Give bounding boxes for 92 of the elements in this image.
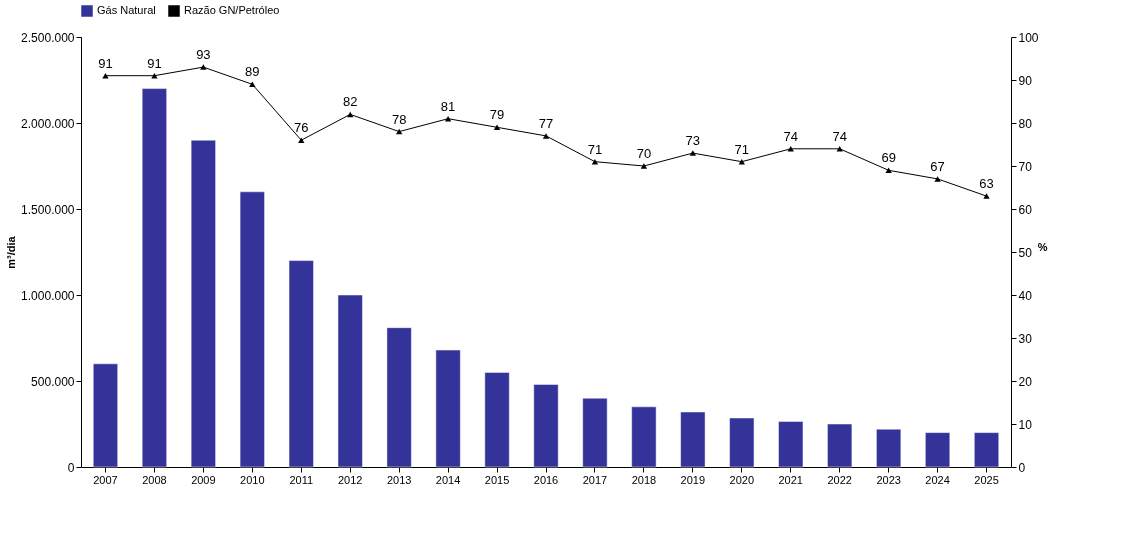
x-tick-label: 2009	[191, 473, 216, 486]
bar	[337, 294, 363, 468]
x-tick-label: 2014	[435, 473, 461, 486]
x-tick-label: 2025	[974, 473, 999, 486]
x-tick-label: 2019	[680, 473, 706, 486]
data-label: 78	[391, 111, 407, 127]
data-label: 67	[930, 158, 945, 174]
y-tick-label: 2.500.000	[21, 30, 75, 45]
bar	[435, 349, 461, 468]
bar	[680, 411, 706, 468]
x-tick-label: 2013	[386, 473, 412, 486]
bar	[974, 432, 1000, 468]
y-tick-label: 2.000.000	[21, 116, 75, 131]
x-tick-label: 2016	[533, 473, 559, 486]
bar	[778, 421, 804, 468]
point	[542, 133, 550, 139]
x-tick-label: 2015	[484, 473, 510, 486]
x-tick-label: 2011	[289, 473, 314, 486]
bar	[190, 139, 216, 468]
point	[249, 81, 256, 88]
x-tick-label: 2017	[582, 473, 608, 486]
y2-tick-label: 40	[1018, 288, 1033, 303]
y-tick-label: 1.000.000	[21, 288, 75, 303]
point	[787, 146, 794, 152]
legend-label: Razão GN/Petróleo	[184, 4, 280, 16]
data-label: 93	[196, 47, 211, 63]
x-tick-label: 2012	[337, 473, 363, 486]
point	[396, 128, 403, 135]
bar	[288, 260, 314, 468]
bar	[533, 384, 559, 468]
point	[347, 111, 354, 118]
data-label: 74	[783, 128, 798, 144]
point	[493, 124, 501, 131]
y-tick-label: 500.000	[31, 374, 75, 389]
x-tick-label: 2010	[240, 473, 265, 486]
x-tick-label: 2024	[925, 473, 950, 486]
data-label: 71	[734, 141, 750, 157]
y2-tick-label: 10	[1018, 417, 1033, 432]
x-tick-label: 2021	[778, 473, 803, 486]
x-tick-label: 2018	[631, 473, 657, 486]
bar	[92, 363, 118, 468]
data-label: 74	[832, 128, 847, 144]
y2-tick-label: 70	[1018, 159, 1033, 174]
data-label: 63	[979, 176, 994, 192]
y2-tick-label: 60	[1018, 202, 1033, 217]
data-label: 70	[636, 146, 652, 161]
point	[689, 150, 696, 156]
x-tick-label: 2007	[93, 473, 118, 486]
bar	[876, 428, 902, 468]
data-label: 76	[294, 120, 309, 136]
bar	[827, 423, 853, 468]
point	[836, 146, 843, 152]
y2-tick-label: 20	[1018, 374, 1033, 389]
x-tick-label: 2020	[729, 473, 755, 486]
bar	[729, 417, 755, 468]
y2-tick-label: 90	[1018, 73, 1033, 88]
data-label: 81	[440, 98, 456, 114]
x-tick-label: 2022	[827, 473, 852, 486]
y2-tick-label: 100	[1018, 30, 1039, 45]
bar	[386, 327, 412, 468]
data-label: 82	[342, 94, 358, 110]
y-tick-label: 0	[67, 460, 75, 475]
bar	[141, 88, 167, 468]
point	[983, 193, 990, 199]
data-label: 73	[685, 133, 701, 149]
data-label: 91	[98, 55, 113, 71]
point	[298, 137, 305, 143]
point	[640, 163, 648, 169]
bar	[925, 432, 951, 468]
data-label: 79	[489, 107, 505, 123]
data-label: 71	[587, 141, 603, 157]
x-tick-label: 2008	[142, 473, 167, 486]
point	[200, 64, 207, 70]
y-axis-title: m³/dia	[5, 235, 18, 269]
data-label: 77	[538, 115, 554, 131]
point	[934, 176, 941, 182]
data-label: 69	[881, 150, 896, 166]
x-tick-label: 2023	[876, 473, 901, 486]
bar	[631, 406, 657, 468]
y2-tick-label: 30	[1018, 331, 1033, 346]
y2-tick-label: 50	[1018, 245, 1033, 260]
y2-tick-label: 80	[1018, 116, 1033, 131]
data-label: 91	[147, 55, 162, 71]
y-tick-label: 1.500.000	[21, 202, 75, 217]
point	[885, 167, 892, 174]
legend-label: Gás Natural	[97, 4, 156, 16]
bar	[239, 191, 265, 468]
bar	[582, 397, 608, 468]
y2-axis-title: %	[1037, 240, 1048, 253]
y2-tick-label: 0	[1018, 460, 1026, 475]
bar	[484, 372, 510, 468]
data-label: 89	[245, 64, 260, 80]
